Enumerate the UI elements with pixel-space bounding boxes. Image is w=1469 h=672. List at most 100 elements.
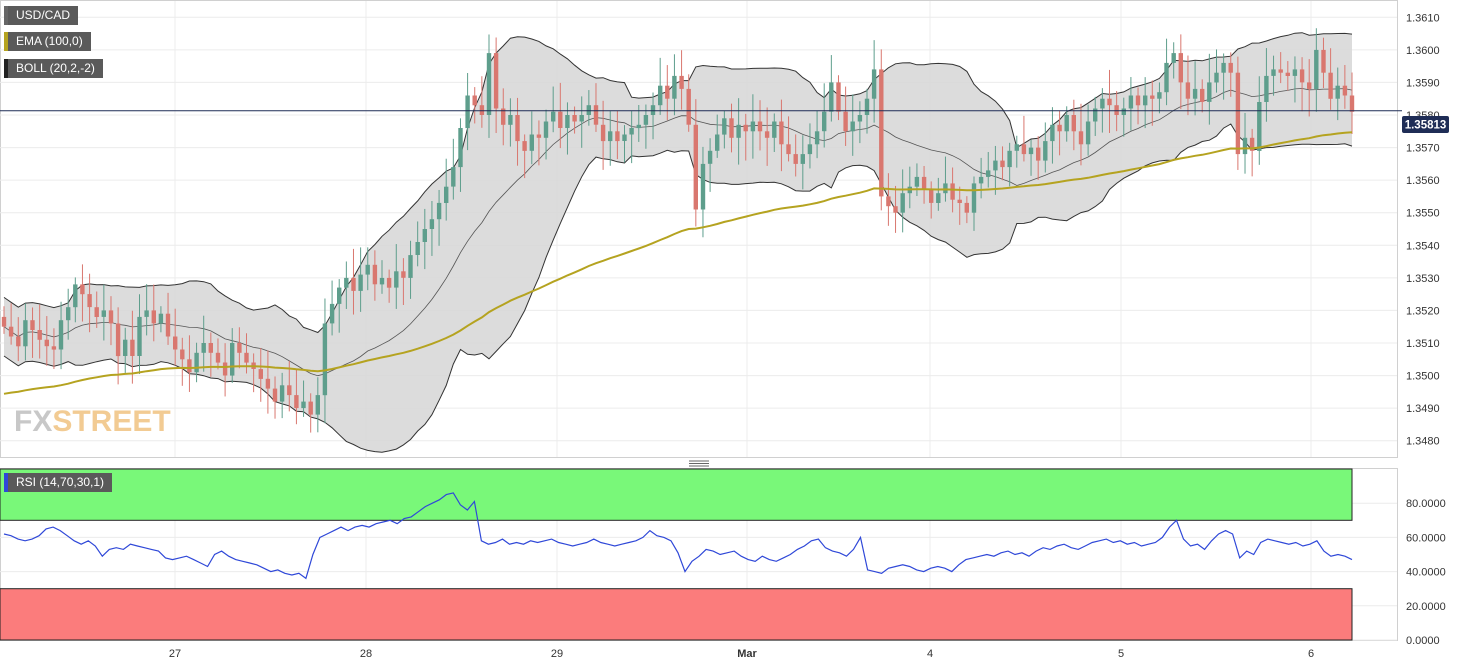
candle-body-66 [472, 95, 477, 106]
rsi-axis[interactable]: 0.0000 20.0000 40.0000 60.0000 80.0000 [1406, 498, 1446, 647]
candle-body-138 [986, 170, 991, 177]
candle-body-40 [287, 385, 292, 396]
candle-body-36 [258, 369, 263, 379]
candle-body-153 [1093, 108, 1098, 122]
main-plot-frame [0, 0, 1398, 458]
candle-body-77 [551, 111, 556, 122]
candle-body-144 [1028, 147, 1034, 155]
candle-body-128 [914, 176, 920, 187]
candle-body-16 [115, 323, 121, 357]
candle-body-47 [337, 287, 342, 304]
boll-legend[interactable]: BOLL (20,2,-2) [4, 59, 103, 78]
candle-body-156 [1114, 105, 1119, 115]
rsi-tick-label: 20.0000 [1406, 601, 1446, 613]
price-tick-label: 1.3570 [1406, 143, 1440, 155]
candle-body-136 [971, 183, 977, 213]
candle-body-110 [786, 144, 791, 155]
time-axis[interactable]: 27 28 29 Mar 4 5 6 [169, 648, 1314, 660]
candle-body-143 [1021, 144, 1027, 155]
rsi-path [3, 492, 1353, 580]
candle-body-74 [529, 134, 534, 151]
rsi-zones [0, 468, 1353, 641]
time-tick-label: 28 [360, 648, 372, 660]
candle-body-172 [1228, 62, 1233, 73]
candle-body-89 [636, 124, 641, 129]
candle-body-107 [764, 131, 770, 138]
candle-body-0 [1, 316, 7, 327]
pane-resize-handle[interactable] [689, 460, 709, 467]
rsi-tick-label: 0.0000 [1406, 635, 1440, 647]
candle-body-61 [436, 202, 442, 220]
candle-body-32 [230, 343, 235, 376]
candle-body-163 [1164, 62, 1169, 93]
bollinger-lower [3, 123, 1353, 453]
candle-body-26 [187, 359, 192, 373]
candle-body-76 [543, 121, 549, 138]
candle-body-62 [444, 186, 449, 203]
symbol-legend[interactable]: USD/CAD [4, 6, 79, 25]
candle-body-170 [1214, 72, 1219, 83]
candle-body-27 [194, 352, 199, 373]
candle-body-88 [629, 128, 634, 135]
candle-body-118 [843, 111, 848, 132]
candle-body-43 [308, 401, 313, 415]
candle-body-133 [950, 183, 955, 200]
candle-body-13 [94, 307, 99, 317]
candle-body-116 [829, 82, 834, 112]
price-tick-label: 1.3490 [1406, 403, 1440, 415]
candle-body-10 [73, 284, 78, 308]
candle-body-9 [66, 307, 71, 321]
candle-body-17 [123, 339, 128, 356]
candle-body-59 [422, 229, 427, 242]
bollinger-fill [4, 32, 1352, 453]
candle-body-109 [779, 121, 784, 145]
candle-body-139 [993, 160, 998, 171]
candlesticks [1, 28, 1355, 433]
candle-body-152 [1085, 121, 1091, 145]
candle-body-39 [279, 385, 285, 402]
candle-body-69 [493, 53, 499, 109]
candle-body-135 [964, 202, 969, 213]
time-tick-label: 4 [927, 648, 933, 660]
candle-body-19 [137, 316, 142, 356]
candle-body-18 [130, 339, 135, 356]
price-tick-label: 1.3530 [1406, 273, 1440, 285]
ema-legend[interactable]: EMA (100,0) [4, 32, 91, 51]
candle-body-42 [301, 401, 306, 409]
candle-body-71 [508, 115, 513, 125]
candle-body-122 [871, 69, 877, 99]
candle-body-166 [1185, 82, 1191, 99]
candle-body-187 [1335, 85, 1340, 99]
rsi-overbought-zone [0, 468, 1353, 521]
candle-body-73 [522, 141, 527, 151]
price-tick-label: 1.3610 [1406, 12, 1440, 24]
candle-body-81 [579, 115, 584, 122]
candle-body-161 [1150, 95, 1155, 99]
candle-body-33 [237, 343, 242, 353]
candle-body-140 [1000, 160, 1005, 168]
candle-body-151 [1078, 131, 1084, 145]
candle-body-38 [272, 388, 278, 402]
candle-body-123 [879, 69, 884, 197]
watermark-fx: FX [14, 405, 53, 438]
candle-body-84 [600, 124, 606, 142]
price-tick-label: 1.3600 [1406, 45, 1440, 57]
candle-body-169 [1207, 82, 1212, 102]
candle-body-64 [458, 128, 463, 168]
candle-body-75 [536, 134, 542, 138]
candle-body-41 [294, 395, 299, 409]
candle-body-65 [465, 95, 470, 129]
candle-body-189 [1349, 95, 1355, 112]
candle-body-119 [850, 121, 855, 132]
candle-body-83 [593, 105, 599, 125]
price-axis[interactable]: 1.3480 1.3490 1.3500 1.3510 1.3520 1.3530 1.35… [1406, 12, 1440, 447]
candle-body-68 [486, 53, 492, 115]
time-tick-label: Mar [737, 648, 757, 660]
candle-body-149 [1064, 115, 1069, 132]
candle-body-185 [1321, 49, 1326, 73]
candle-body-90 [643, 115, 649, 125]
rsi-legend[interactable]: RSI (14,70,30,1) [4, 473, 113, 492]
candle-body-29 [208, 343, 213, 353]
